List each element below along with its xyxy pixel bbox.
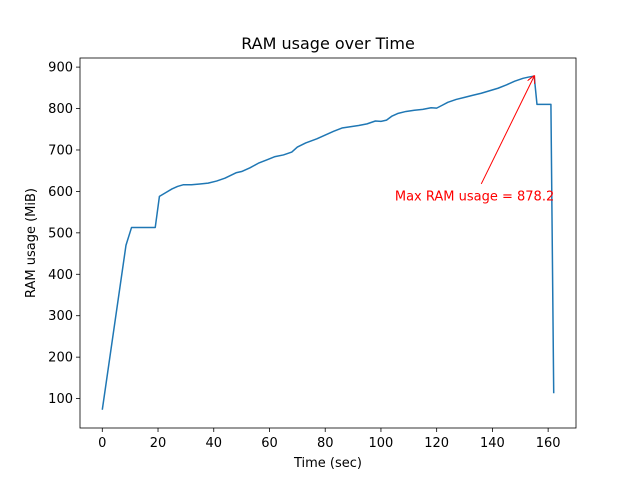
y-tick-label: 900	[48, 61, 73, 76]
y-tick-label: 800	[48, 102, 73, 117]
annotation-arrow	[480, 76, 534, 185]
x-tick-label: 40	[205, 436, 222, 451]
x-tick-label: 0	[98, 436, 106, 451]
y-tick-label: 200	[48, 351, 73, 366]
y-tick-label: 500	[48, 226, 73, 241]
x-tick-label: 120	[424, 436, 449, 451]
x-tick-label: 20	[150, 436, 167, 451]
y-axis: 100 200 300 400 500 600 700 800 900	[48, 61, 80, 407]
ram-usage-line	[101, 75, 555, 410]
y-tick-label: 700	[48, 143, 73, 158]
y-tick-label: 400	[48, 268, 73, 283]
max-ram-annotation: Max RAM usage = 878.2	[395, 190, 554, 205]
chart-title: RAM usage over Time	[241, 34, 415, 53]
x-tick-label: 60	[261, 436, 278, 451]
x-tick-label: 100	[369, 436, 394, 451]
y-axis-label: RAM usage (MiB)	[24, 188, 39, 298]
x-tick-label: 160	[536, 436, 561, 451]
plot-frame	[79, 57, 577, 429]
x-axis-label: Time (sec)	[293, 456, 362, 471]
y-tick-label: 600	[48, 185, 73, 200]
x-tick-label: 80	[317, 436, 334, 451]
x-tick-label: 140	[480, 436, 505, 451]
x-axis: 0 20 40 60 80 100 120 140 160	[98, 428, 561, 451]
y-tick-label: 300	[48, 309, 73, 324]
y-tick-label: 100	[48, 392, 73, 407]
